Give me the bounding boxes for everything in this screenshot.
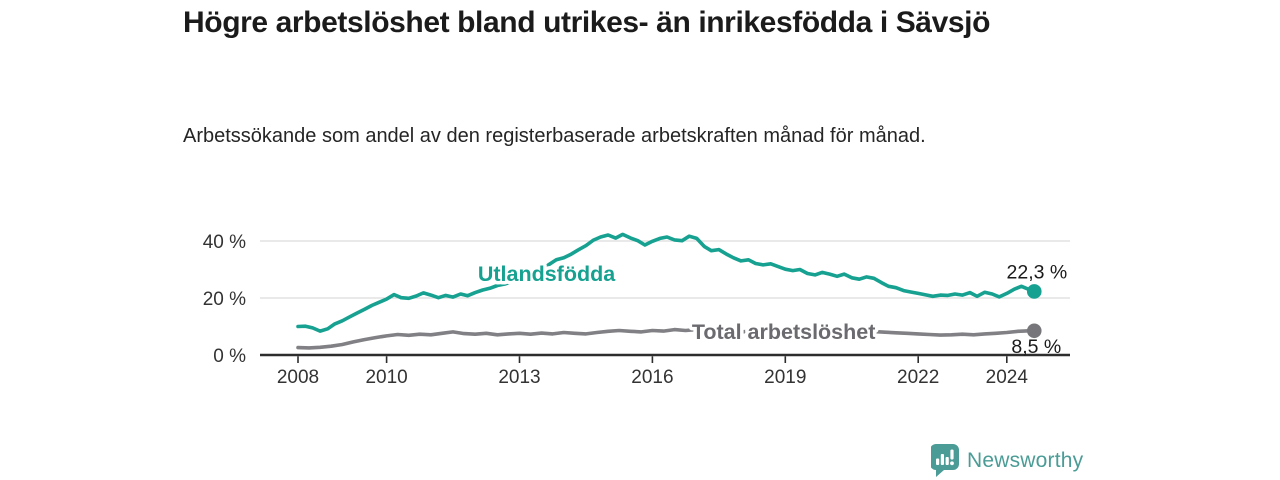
series-end-value: 22,3 % — [1007, 261, 1068, 283]
y-tick-label: 40 % — [203, 232, 246, 253]
x-tick-label: 2010 — [365, 367, 407, 388]
x-tick-label: 2013 — [498, 367, 540, 388]
brand-name: Newsworthy — [967, 448, 1084, 472]
newsworthy-logo: Newsworthy — [931, 444, 1083, 477]
x-tick-label: 2022 — [897, 367, 939, 388]
series-end-dot — [1026, 323, 1042, 339]
bar-chart-speech-bubble-icon — [931, 444, 959, 477]
series-label-utlandsfodda: Utlandsfödda — [478, 262, 616, 286]
series-end-dot — [1026, 284, 1042, 299]
page-title: Högre arbetslöshet bland utrikes- än inr… — [183, 6, 991, 39]
x-tick-label: 2019 — [764, 367, 806, 388]
series-line-utlandsfodda — [296, 232, 1037, 333]
y-tick-label: 0 % — [213, 346, 246, 367]
series-line-total — [296, 327, 1037, 350]
series-end-value: 8,5 % — [1011, 336, 1061, 358]
series-label-total: Total arbetslöshet — [692, 320, 876, 344]
y-tick-label: 20 % — [203, 289, 246, 310]
x-tick-label: 2024 — [986, 367, 1029, 388]
x-tick-label: 2008 — [277, 367, 319, 388]
x-tick-label: 2016 — [631, 367, 673, 388]
page-subtitle: Arbetssökande som andel av den registerb… — [183, 125, 926, 147]
